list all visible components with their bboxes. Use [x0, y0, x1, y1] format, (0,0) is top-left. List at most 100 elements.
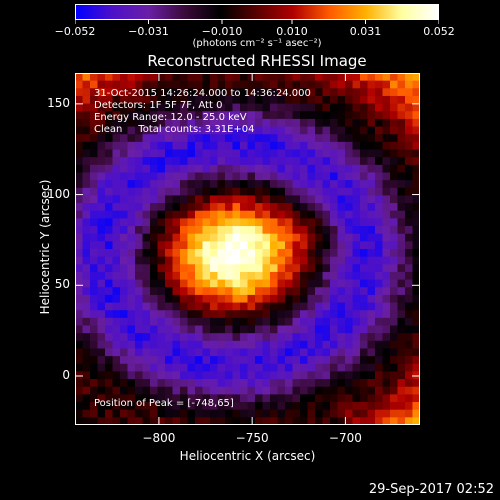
heatmap-cell: [330, 256, 338, 265]
heatmap-cell: [337, 134, 346, 143]
heatmap-cell: [285, 134, 293, 143]
heatmap-cell: [330, 379, 338, 388]
heatmap-cell: [225, 394, 233, 403]
heatmap-cell: [150, 218, 158, 227]
heatmap-cell: [270, 256, 278, 265]
heatmap-cell: [97, 218, 106, 227]
heatmap-cell: [172, 417, 181, 425]
heatmap-cell: [240, 402, 248, 411]
heatmap-cell: [337, 210, 346, 219]
heatmap-cell: [277, 402, 286, 411]
heatmap-cell: [322, 249, 331, 258]
heatmap-cell: [210, 73, 218, 82]
heatmap-cell: [90, 264, 98, 273]
heatmap-cell: [90, 80, 98, 89]
heatmap-cell: [165, 356, 173, 365]
heatmap-cell: [390, 340, 398, 349]
heatmap-cell: [180, 317, 188, 326]
heatmap-cell: [202, 348, 211, 357]
heatmap-cell: [120, 317, 128, 326]
heatmap-cell: [255, 157, 263, 166]
heatmap-cell: [292, 187, 301, 196]
heatmap-cell: [210, 287, 218, 296]
heatmap-cell: [345, 157, 353, 166]
heatmap-cell: [202, 386, 211, 395]
heatmap-cell: [330, 118, 338, 127]
heatmap-cell: [112, 95, 121, 105]
heatmap-cell: [330, 302, 338, 311]
heatmap-cell: [180, 118, 188, 127]
heatmap-cell: [262, 409, 271, 418]
heatmap-cell: [277, 241, 286, 250]
heatmap-cell: [322, 203, 331, 212]
heatmap-cell: [75, 118, 83, 127]
heatmap-cell: [120, 363, 128, 372]
heatmap-cell: [337, 164, 346, 173]
heatmap-cell: [352, 226, 361, 235]
heatmap-cell: [120, 356, 128, 365]
heatmap-cell: [180, 210, 188, 219]
heatmap-cell: [300, 287, 308, 296]
heatmap-cell: [337, 348, 346, 357]
heatmap-cell: [345, 317, 353, 326]
heatmap-cell: [165, 103, 173, 112]
heatmap-cell: [165, 317, 173, 326]
heatmap-cell: [247, 249, 256, 258]
heatmap-cell: [105, 249, 113, 258]
heatmap-cell: [180, 226, 188, 235]
heatmap-cell: [157, 141, 166, 150]
heatmap-cell: [75, 333, 83, 342]
heatmap-cell: [277, 279, 286, 288]
heatmap-cell: [90, 249, 98, 258]
heatmap-cell: [300, 363, 308, 372]
heatmap-cell: [277, 187, 286, 196]
heatmap-cell: [270, 164, 278, 173]
heatmap-cell: [150, 325, 158, 334]
heatmap-cell: [210, 394, 218, 403]
heatmap-cell: [157, 279, 166, 288]
heatmap-cell: [217, 157, 226, 166]
heatmap-cell: [232, 264, 241, 273]
heatmap-cell: [135, 264, 143, 273]
heatmap-cell: [322, 118, 331, 127]
heatmap-cell: [195, 363, 203, 372]
heatmap-cell: [255, 118, 263, 127]
heatmap-cell: [285, 417, 293, 425]
heatmap-cell: [120, 386, 128, 395]
heatmap-cell: [255, 134, 263, 143]
heatmap-cell: [375, 333, 383, 342]
heatmap-cell: [112, 256, 121, 265]
heatmap-cell: [322, 371, 331, 380]
heatmap-cell: [375, 363, 383, 372]
heatmap-cell: [292, 371, 301, 380]
heatmap-cell: [315, 310, 323, 319]
heatmap-cell: [225, 386, 233, 395]
heatmap-cell: [345, 310, 353, 319]
heatmap-cell: [360, 218, 368, 227]
heatmap-cell: [247, 233, 256, 242]
heatmap-cell: [247, 287, 256, 296]
heatmap-cell: [247, 134, 256, 143]
heatmap-cell: [210, 80, 218, 89]
heatmap-cell: [217, 348, 226, 357]
heatmap-cell: [405, 233, 413, 242]
heatmap-cell: [345, 363, 353, 372]
heatmap-cell: [210, 279, 218, 288]
heatmap-cell: [172, 210, 181, 219]
heatmap-cell: [165, 348, 173, 357]
heatmap-cell: [375, 172, 383, 181]
heatmap-cell: [390, 218, 398, 227]
heatmap-cell: [105, 103, 113, 112]
heatmap-cell: [300, 394, 308, 403]
heatmap-cell: [375, 371, 383, 380]
heatmap-cell: [330, 203, 338, 212]
heatmap-cell: [352, 340, 361, 349]
heatmap-cell: [105, 348, 113, 357]
heatmap-cell: [82, 294, 91, 303]
heatmap-cell: [232, 118, 241, 127]
heatmap-cell: [277, 118, 286, 127]
heatmap-cell: [157, 386, 166, 395]
heatmap-cell: [352, 95, 361, 105]
heatmap-cell: [352, 317, 361, 326]
heatmap-cell: [277, 340, 286, 349]
